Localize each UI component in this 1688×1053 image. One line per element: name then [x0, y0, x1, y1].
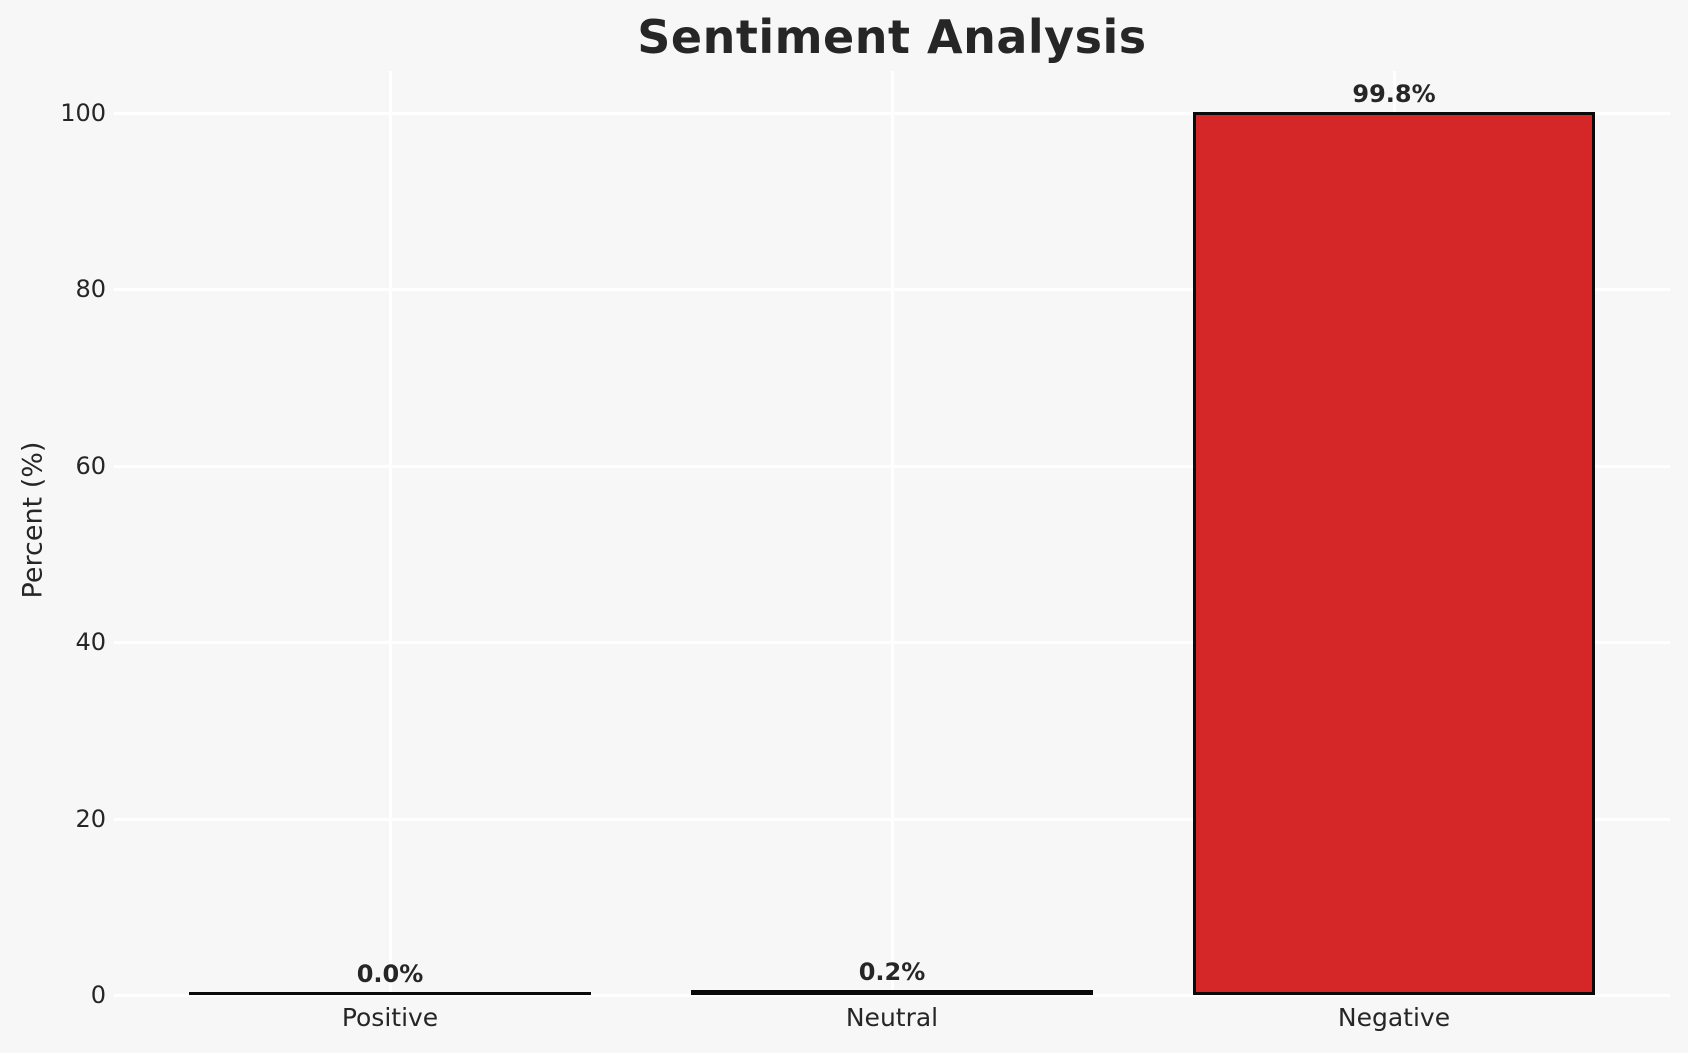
y-tick-label: 20: [75, 804, 106, 833]
chart-title: Sentiment Analysis: [637, 10, 1147, 64]
bar-neutral: [691, 990, 1093, 995]
y-tick-label: 0: [90, 981, 106, 1009]
gridline-v-neutral: [891, 71, 894, 995]
bar-value-label-positive: 0.0%: [356, 960, 424, 988]
bar-value-label-negative: 99.8%: [1352, 80, 1436, 108]
gridline-h-0: [114, 994, 1670, 997]
x-tick-label-positive: Positive: [341, 1003, 439, 1032]
bar-value-label-neutral: 0.2%: [858, 958, 926, 986]
x-tick-label-neutral: Neutral: [845, 1003, 939, 1032]
y-tick-label: 40: [75, 628, 106, 657]
y-tick-label: 100: [60, 99, 106, 127]
x-tick-label-negative: Negative: [1337, 1003, 1451, 1032]
bar-negative: [1193, 112, 1595, 995]
bar-positive: [189, 992, 591, 995]
y-tick-label: 60: [75, 451, 106, 480]
gridline-v-positive: [389, 71, 392, 995]
y-tick-label: 80: [75, 275, 106, 304]
